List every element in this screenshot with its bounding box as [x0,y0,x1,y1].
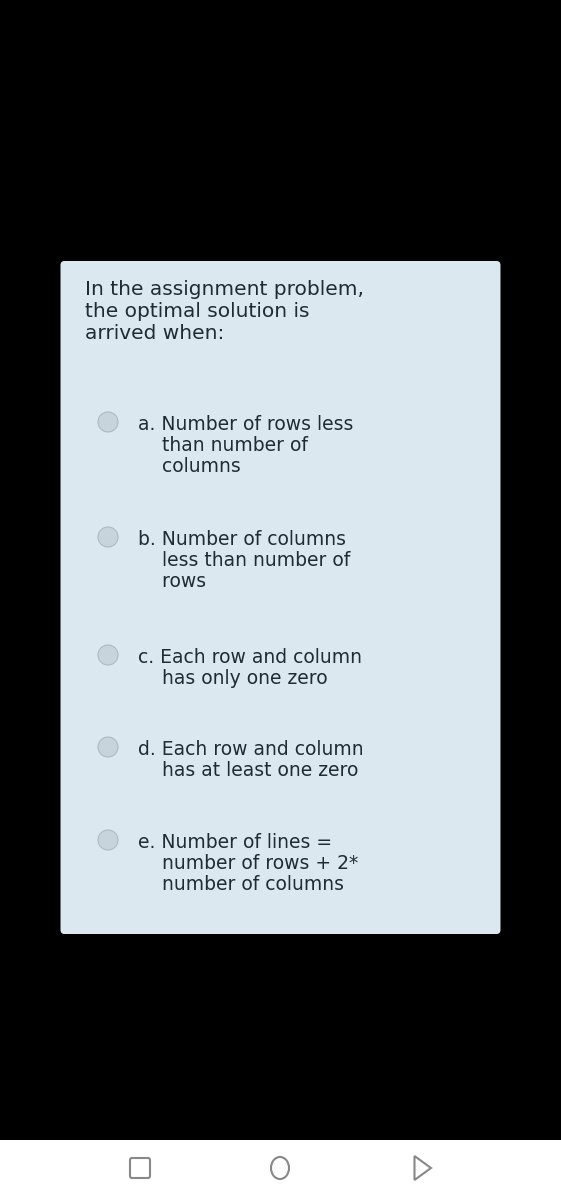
FancyBboxPatch shape [61,260,500,934]
Text: has only one zero: has only one zero [138,670,328,688]
Circle shape [98,737,118,757]
Text: than number of: than number of [138,436,308,455]
Text: columns: columns [138,457,241,476]
Circle shape [98,646,118,665]
Text: number of columns: number of columns [138,875,344,894]
Circle shape [98,527,118,547]
Bar [0,1140,561,1200]
Circle shape [98,412,118,432]
Text: arrived when:: arrived when: [85,324,224,343]
Text: b. Number of columns: b. Number of columns [138,530,346,550]
Text: rows: rows [138,572,206,590]
Text: a. Number of rows less: a. Number of rows less [138,415,353,434]
Text: less than number of: less than number of [138,551,350,570]
Text: e. Number of lines =: e. Number of lines = [138,833,332,852]
Text: In the assignment problem,: In the assignment problem, [85,280,364,299]
Text: the optimal solution is: the optimal solution is [85,302,310,320]
Text: number of rows + 2*: number of rows + 2* [138,854,358,874]
Text: c. Each row and column: c. Each row and column [138,648,362,667]
Text: d. Each row and column: d. Each row and column [138,740,364,758]
Text: has at least one zero: has at least one zero [138,761,358,780]
Circle shape [98,830,118,850]
